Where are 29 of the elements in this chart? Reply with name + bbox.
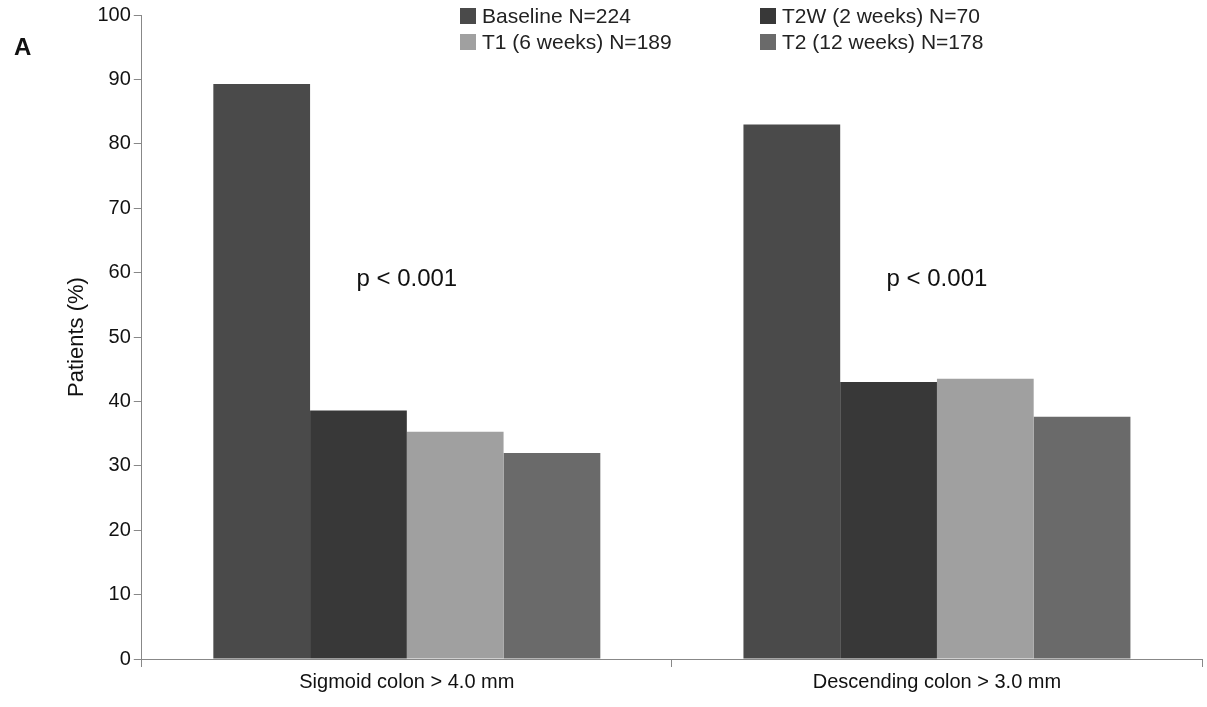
y-tick-label: 80	[108, 131, 131, 154]
bar	[1033, 416, 1131, 659]
y-tick-label: 50	[108, 324, 131, 347]
bar	[310, 410, 407, 659]
y-tick-label: 20	[108, 517, 131, 540]
annotation: p < 0.001	[356, 263, 458, 291]
annotation: p < 0.001	[886, 263, 988, 291]
bar	[743, 124, 841, 659]
text: A	[14, 32, 32, 60]
y-tick-label: 40	[108, 388, 131, 411]
x-tick-label: Descending colon > 3.0 mm	[812, 669, 1062, 692]
y-tick-label: 60	[108, 260, 131, 283]
y-tick-label: 70	[108, 195, 131, 218]
bar	[936, 378, 1034, 659]
legend-label: T1 (6 weeks) N=189	[482, 30, 672, 54]
x-tick-label: Sigmoid colon > 4.0 mm	[299, 669, 515, 692]
legend-label: T2 (12 weeks) N=178	[782, 30, 984, 54]
bar	[503, 452, 601, 659]
y-tick-label: 10	[108, 582, 131, 605]
bar	[213, 83, 311, 659]
y-axis-title: Patients (%)	[63, 277, 89, 397]
legend-label: Baseline N=224	[482, 4, 631, 28]
bar	[840, 382, 937, 659]
y-tick-label: 0	[119, 646, 131, 669]
y-tick-label: 90	[108, 66, 131, 89]
y-tick-label: 30	[108, 453, 131, 476]
legend-label: T2W (2 weeks) N=70	[782, 4, 980, 28]
bar	[406, 431, 504, 659]
y-tick-label: 100	[97, 2, 131, 25]
